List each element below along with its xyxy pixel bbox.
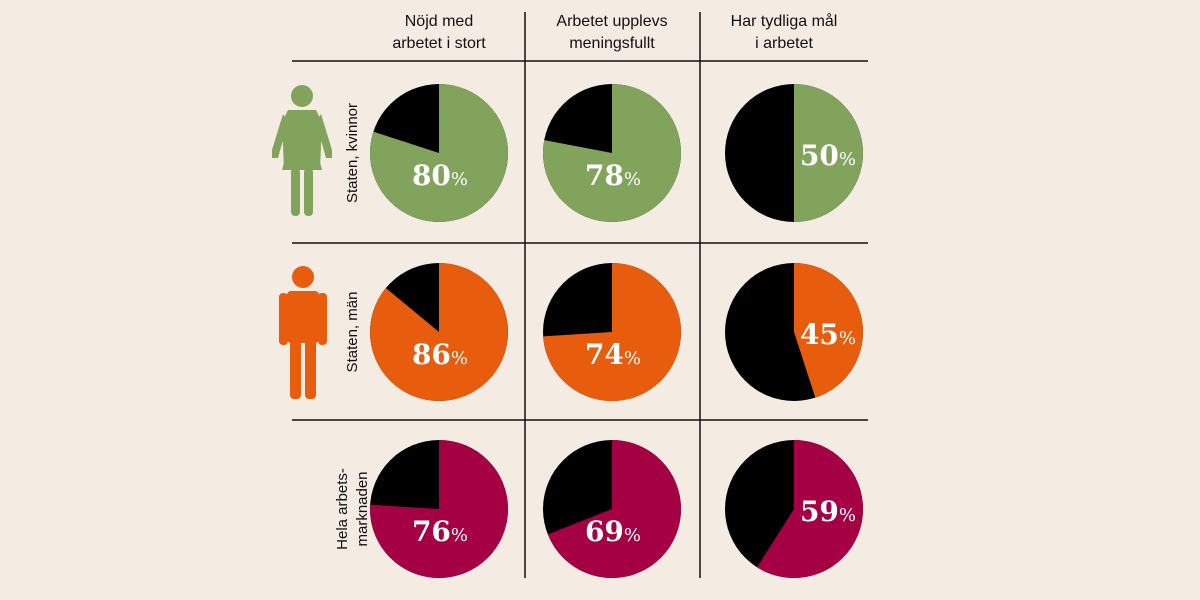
row-label: Staten, män bbox=[344, 292, 361, 373]
column-header: Nöjd med arbetet i stort bbox=[392, 13, 486, 52]
column-header: Arbetet upplevs meningsfullt bbox=[556, 13, 667, 52]
pie: 80% bbox=[370, 84, 509, 222]
pie-value-slice bbox=[757, 440, 864, 578]
pie: 86% bbox=[370, 263, 508, 402]
pie-value-slice bbox=[370, 84, 509, 222]
pie-value-slice bbox=[794, 84, 863, 222]
data-label: 80% bbox=[412, 159, 468, 192]
row-label: Staten, kvinnor bbox=[344, 103, 361, 203]
pie: 69% bbox=[543, 440, 681, 578]
data-label: 59% bbox=[800, 495, 856, 528]
data-label: 69% bbox=[585, 515, 641, 548]
pie-value-slice bbox=[543, 263, 682, 401]
pie: 78% bbox=[543, 84, 681, 222]
pie: 45% bbox=[725, 263, 863, 401]
column-header: Har tydliga mål i arbetet bbox=[731, 12, 838, 52]
data-label: 45% bbox=[800, 318, 856, 351]
pie: 59% bbox=[725, 440, 864, 578]
pie-value-slice bbox=[370, 440, 509, 578]
pie: 74% bbox=[543, 263, 682, 401]
data-label: 76% bbox=[412, 515, 468, 548]
data-label: 74% bbox=[585, 338, 641, 371]
pie-value-slice bbox=[370, 263, 508, 402]
data-label: 78% bbox=[585, 159, 641, 192]
pie: 76% bbox=[370, 440, 509, 578]
woman-icon bbox=[272, 85, 332, 216]
data-label: 86% bbox=[412, 338, 468, 371]
pie: 50% bbox=[725, 84, 863, 222]
row-label: Hela arbets-marknaden bbox=[334, 468, 371, 550]
pie-value-slice bbox=[543, 84, 681, 222]
pie-value-slice bbox=[794, 263, 863, 398]
man-icon bbox=[279, 266, 327, 399]
data-label: 50% bbox=[800, 139, 856, 172]
pie-value-slice bbox=[547, 440, 681, 578]
